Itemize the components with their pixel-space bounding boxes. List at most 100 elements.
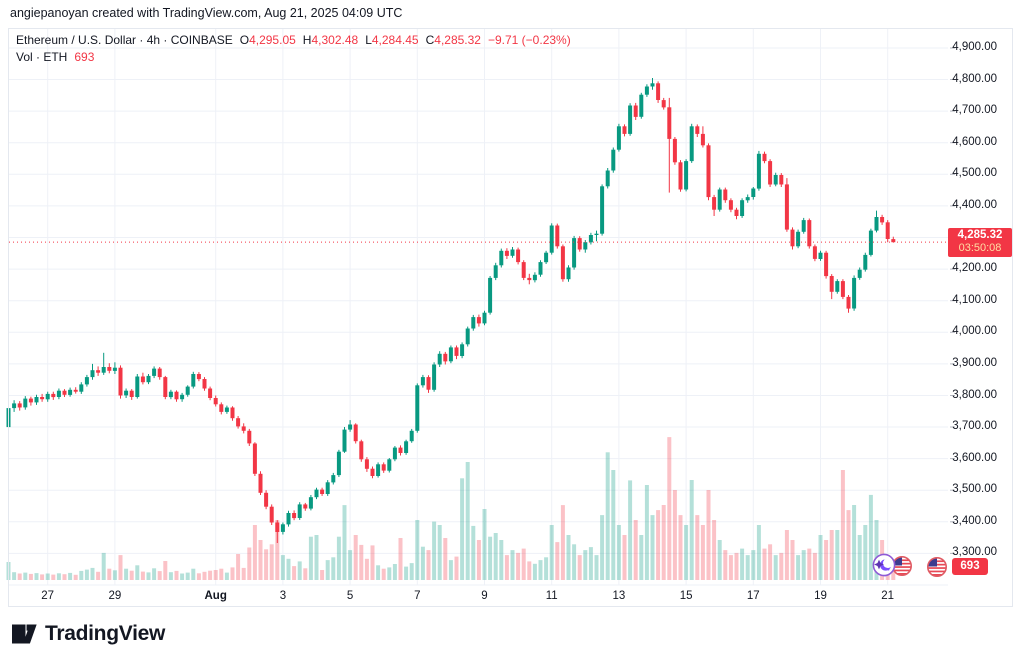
volume-bar <box>219 568 224 580</box>
volume-bar <box>745 555 750 580</box>
candle-body <box>376 464 381 476</box>
volume-bar <box>56 573 61 580</box>
price-axis-label: 4,600.00 <box>952 135 997 148</box>
volume-bar <box>549 525 554 580</box>
chart-legend: Ethereum / U.S. Dollar · 4h · COINBASE O… <box>16 33 571 65</box>
candle-body <box>538 262 543 275</box>
volume-bar <box>247 547 252 580</box>
candle-body <box>723 189 728 201</box>
price-axis-label: 3,800.00 <box>952 388 997 401</box>
volume-bar <box>236 554 241 580</box>
candle-body <box>224 407 229 412</box>
volume-bar <box>269 544 274 580</box>
candle-body <box>325 482 330 494</box>
candle-body <box>577 238 582 250</box>
candle-body <box>202 379 207 389</box>
volume-bars <box>6 437 896 580</box>
candle-body <box>521 262 526 278</box>
time-axis-label: 21 <box>881 590 895 602</box>
symbol-title[interactable]: Ethereum / U.S. Dollar · 4h · COINBASE <box>16 33 233 47</box>
volume-bar <box>40 574 45 580</box>
volume-bar <box>712 520 717 580</box>
volume-bar <box>577 555 582 580</box>
candle-body <box>807 220 812 247</box>
candle-body <box>476 317 481 324</box>
price-change: −9.71 (−0.23%) <box>487 33 571 47</box>
candle-body <box>745 197 750 201</box>
candle-body <box>398 447 403 453</box>
volume-bar <box>185 572 190 580</box>
last-price-badge: 4,285.32 03:50:08 <box>948 227 1012 257</box>
volume-bar <box>325 560 330 580</box>
time-axis-label: 27 <box>41 590 55 602</box>
candle-body <box>79 384 84 392</box>
candle-body <box>728 200 733 210</box>
volume-bar <box>208 570 213 580</box>
price-axis-label: 3,900.00 <box>952 356 997 369</box>
candle-body <box>353 424 358 442</box>
ohlc-open: O4,295.05 <box>239 33 296 47</box>
candle-body <box>443 353 448 362</box>
time-axis-label: 5 <box>346 590 354 602</box>
candle-body <box>196 374 201 380</box>
volume-bar <box>118 555 123 580</box>
volume-bar <box>499 540 504 580</box>
volume-bar <box>650 515 655 580</box>
candle-body <box>880 217 885 223</box>
volume-bar <box>846 510 851 580</box>
candle-body <box>773 175 778 185</box>
candle-body <box>17 403 22 408</box>
ohlc-close: C4,285.32 <box>425 33 481 47</box>
candle-body <box>107 367 112 371</box>
price-axis-label: 3,400.00 <box>952 514 997 527</box>
candle-body <box>101 367 106 373</box>
volume-bar <box>292 566 297 580</box>
volume-bar <box>482 509 487 580</box>
candle-body <box>247 430 252 444</box>
candle-body <box>588 235 593 243</box>
volume-bar <box>17 573 22 580</box>
volume-bar <box>191 568 196 580</box>
volume-bar <box>252 525 257 580</box>
volume-value: 693 <box>74 50 95 64</box>
candle-body <box>73 389 78 392</box>
time-axis-label: 17 <box>746 590 760 602</box>
volume-bar <box>622 535 627 580</box>
candle-body <box>857 269 862 278</box>
volume-bar <box>465 462 470 580</box>
volume-bar <box>504 555 509 580</box>
volume-bar <box>700 525 705 580</box>
candle-body <box>734 209 739 216</box>
candle-body <box>135 376 140 397</box>
volume-bar <box>824 540 829 580</box>
candle-body <box>600 186 605 234</box>
candle-body <box>6 408 11 428</box>
volume-bar <box>264 549 269 580</box>
volume-bar <box>275 520 280 580</box>
tradingview-logo-mark <box>12 624 37 644</box>
candle-body <box>409 430 414 442</box>
candle-body <box>661 100 666 108</box>
volume-indicator-title[interactable]: Vol · ETH <box>16 50 68 64</box>
volume-bar <box>45 573 50 580</box>
volume-bar <box>695 515 700 580</box>
tradingview-logo[interactable]: TradingView <box>12 622 165 646</box>
volume-bar <box>258 540 263 580</box>
candle-body <box>168 391 173 398</box>
candle-body <box>124 390 129 396</box>
candle-body <box>818 252 823 259</box>
price-axis[interactable]: 4,900.00 4,800.00 4,700.00 4,600.00 4,500.00… <box>950 28 1013 585</box>
candle-body <box>392 447 397 460</box>
candle-body <box>426 377 431 390</box>
candle-body <box>891 239 896 243</box>
candle-body <box>112 367 117 371</box>
volume-bar <box>516 552 521 580</box>
volume-bar <box>611 470 616 580</box>
candle-body <box>885 222 890 239</box>
candle-body <box>616 126 621 150</box>
candle-body <box>157 368 162 378</box>
volume-bar <box>62 574 67 580</box>
candle-body <box>801 220 806 232</box>
volume-bar <box>280 555 285 580</box>
